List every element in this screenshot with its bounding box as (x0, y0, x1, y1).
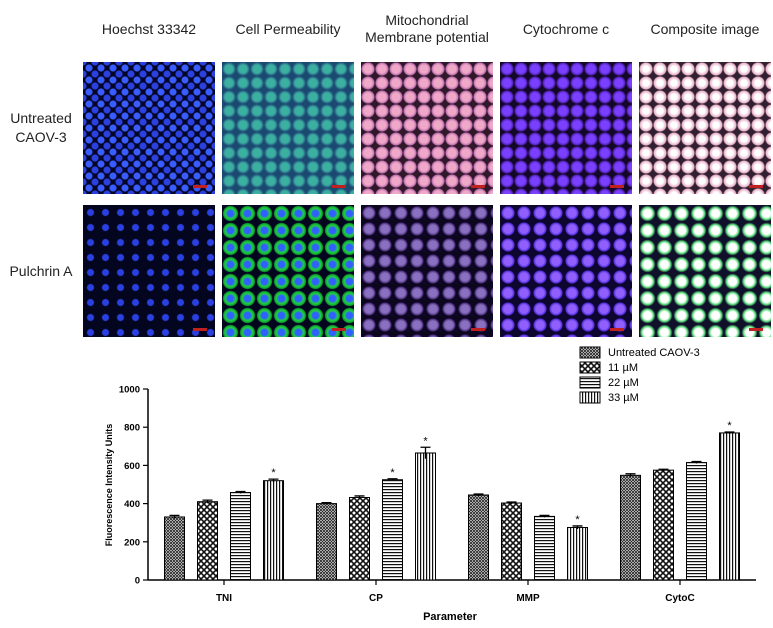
scale-bar (471, 328, 485, 331)
y-tick-label: 200 (124, 537, 140, 548)
scale-bar (610, 328, 624, 331)
micrograph (222, 62, 354, 194)
legend-label: Untreated CAOV-3 (608, 347, 700, 359)
micrograph (83, 62, 215, 194)
row-label: Pulchrin A (9, 262, 73, 279)
column-header: Cytochrome c (522, 20, 610, 37)
error-bar (420, 446, 431, 459)
column-header: Hoechst 33342 (101, 20, 197, 37)
scale-bar (471, 185, 485, 188)
bar (534, 515, 555, 581)
bar (686, 462, 707, 581)
bar (197, 501, 218, 581)
significance-marker: * (727, 420, 732, 432)
bar (620, 474, 641, 581)
legend-swatch (579, 376, 601, 389)
error-bar (724, 431, 735, 434)
significance-marker: * (575, 514, 580, 526)
legend-label: 22 µM (608, 377, 639, 389)
error-bar (506, 501, 517, 504)
x-tick-label: CytoC (665, 593, 694, 604)
micrograph (361, 62, 493, 194)
error-bar (268, 478, 279, 483)
significance-marker: * (271, 467, 276, 479)
y-tick-label: 400 (124, 499, 140, 510)
error-bar (473, 493, 484, 496)
row-label: Untreated CAOV-3 (10, 110, 72, 145)
scale-bar (749, 185, 763, 188)
column-header: Mitochondrial Membrane potential (365, 12, 489, 45)
micrograph (500, 205, 632, 337)
x-tick-label: CP (369, 593, 383, 604)
micrograph (500, 62, 632, 194)
scale-bar (610, 185, 624, 188)
legend-swatch (579, 391, 601, 404)
bar (230, 492, 251, 581)
bar (501, 502, 522, 581)
legend-swatch (579, 346, 601, 359)
micrograph (83, 205, 215, 337)
bar (164, 516, 185, 581)
error-bar (539, 514, 550, 518)
y-axis-label: Fluorescence Intensity Units (104, 424, 114, 547)
column-header: Cell Permeability (235, 20, 341, 37)
micrograph (639, 205, 771, 337)
legend-swatch (579, 361, 601, 374)
bar (653, 469, 674, 581)
error-bar (387, 478, 398, 481)
error-bar (572, 525, 583, 530)
x-axis-label: Parameter (423, 611, 478, 623)
scale-bar (193, 328, 207, 331)
bar (263, 480, 284, 581)
bar (719, 432, 740, 581)
error-bar (321, 501, 332, 505)
significance-marker: * (423, 435, 428, 447)
error-bar (169, 514, 180, 519)
bar (567, 526, 588, 581)
scale-bar (332, 328, 346, 331)
legend-label: 11 µM (608, 362, 638, 374)
error-bar (691, 460, 702, 464)
legend-label: 33 µM (608, 392, 639, 404)
error-bar (235, 490, 246, 494)
micrograph (639, 62, 771, 194)
y-tick-label: 800 (124, 423, 140, 434)
bar (468, 494, 489, 581)
bar (316, 503, 337, 581)
x-tick-label: TNI (216, 593, 232, 604)
bar (382, 479, 403, 581)
y-tick-label: 600 (124, 461, 140, 472)
y-tick-label: 1000 (119, 385, 140, 396)
micrograph (222, 205, 354, 337)
scale-bar (749, 328, 763, 331)
error-bar (202, 499, 213, 504)
y-tick-label: 0 (135, 576, 140, 587)
column-header: Composite image (650, 20, 760, 37)
micrograph (361, 205, 493, 337)
error-bar (354, 495, 365, 500)
x-tick-label: MMP (516, 593, 540, 604)
scale-bar (193, 185, 207, 188)
scale-bar (332, 185, 346, 188)
bar (349, 496, 370, 581)
error-bar (625, 473, 636, 477)
error-bar (658, 468, 669, 472)
bar (415, 452, 436, 581)
significance-marker: * (390, 467, 395, 479)
